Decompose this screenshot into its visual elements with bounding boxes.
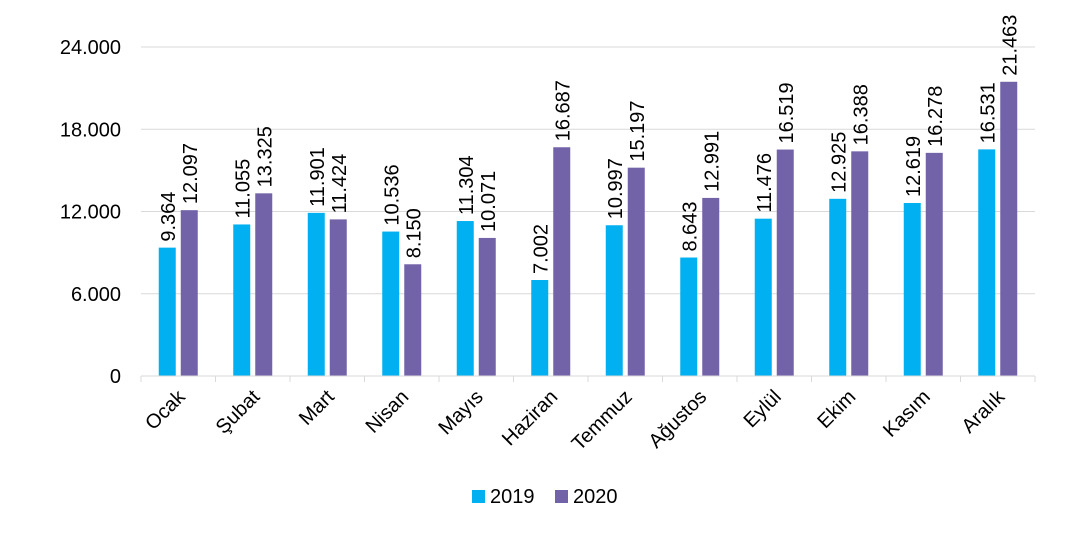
data-label-2020: 10.071 bbox=[478, 171, 500, 232]
legend-label-2020: 2020 bbox=[573, 486, 618, 508]
bar-2020 bbox=[553, 147, 571, 376]
y-tick-label: 24.000 bbox=[60, 37, 121, 59]
y-tick-label: 6.000 bbox=[71, 284, 121, 306]
legend: 2019 2020 bbox=[472, 486, 618, 508]
y-tick-label: 12.000 bbox=[60, 202, 121, 224]
x-axis-labels: Ocak Şubat Mart Nisan Mayıs Haziran Temmuz Ağus… bbox=[141, 385, 1010, 455]
data-label-2020: 16.519 bbox=[776, 82, 798, 143]
bar-2020 bbox=[702, 197, 720, 376]
data-label-2019: 11.476 bbox=[754, 153, 776, 213]
x-tick-label: Nisan bbox=[362, 386, 414, 438]
x-tick-label: Ekim bbox=[813, 386, 860, 433]
data-label-2020: 16.388 bbox=[851, 84, 873, 145]
bar-2019 bbox=[680, 257, 698, 376]
data-label-2019: 10.997 bbox=[605, 158, 627, 219]
data-label-2019: 9.364 bbox=[158, 192, 180, 242]
data-label-2019: 12.619 bbox=[903, 136, 925, 197]
bar-2020 bbox=[478, 237, 496, 376]
gridlines bbox=[141, 46, 1035, 295]
bar-2020 bbox=[180, 210, 198, 376]
data-label-2020: 8.150 bbox=[404, 208, 426, 258]
bar-2020 bbox=[851, 151, 869, 376]
data-label-2019: 11.304 bbox=[456, 155, 478, 215]
bar-2020 bbox=[627, 167, 645, 376]
x-tick-label: Haziran bbox=[498, 386, 562, 450]
data-label-2020: 16.687 bbox=[553, 80, 575, 141]
data-label-2019: 8.643 bbox=[680, 201, 702, 251]
data-label-2020: 13.325 bbox=[255, 126, 277, 187]
bar-2019 bbox=[158, 247, 176, 376]
data-label-2019: 11.901 bbox=[307, 147, 329, 207]
bar-2019 bbox=[978, 149, 996, 376]
bar-2019 bbox=[754, 218, 772, 376]
bar-2019 bbox=[903, 203, 921, 376]
bar-2019 bbox=[829, 198, 847, 376]
data-label-2020: 21.463 bbox=[1000, 15, 1022, 76]
data-label-2019: 16.531 bbox=[978, 82, 1000, 143]
data-label-2019: 10.536 bbox=[382, 164, 404, 225]
data-label-2020: 15.197 bbox=[627, 101, 649, 162]
legend-swatch-2019 bbox=[472, 490, 485, 503]
data-label-2019: 7.002 bbox=[531, 224, 553, 274]
bar-2019 bbox=[233, 224, 251, 376]
y-tick-label: 18.000 bbox=[60, 119, 121, 141]
legend-swatch-2020 bbox=[555, 490, 568, 503]
y-axis-ticks: 0 6.000 12.000 18.000 24.000 bbox=[60, 37, 121, 388]
x-tick-label: Aralık bbox=[958, 385, 1010, 437]
bar-2019 bbox=[307, 212, 325, 376]
data-label-2019: 11.055 bbox=[233, 159, 255, 219]
bar-2020 bbox=[329, 219, 347, 376]
x-axis bbox=[140, 375, 1036, 382]
data-label-2020: 12.097 bbox=[180, 143, 202, 204]
bar-2020 bbox=[925, 152, 943, 376]
x-tick-label: Mart bbox=[295, 386, 339, 430]
x-tick-label: Eylül bbox=[740, 386, 786, 432]
bar-2020 bbox=[404, 264, 422, 376]
bar-2020 bbox=[776, 149, 794, 376]
x-tick-label: Temmuz bbox=[568, 386, 637, 455]
bar-2020 bbox=[1000, 81, 1018, 376]
y-tick-label: 0 bbox=[110, 366, 121, 388]
x-tick-label: Ağustos bbox=[645, 386, 712, 453]
legend-label-2019: 2019 bbox=[490, 486, 535, 508]
data-label-2020: 12.991 bbox=[702, 131, 724, 192]
bar-2019 bbox=[605, 225, 623, 376]
bar-2020 bbox=[255, 193, 273, 376]
data-label-2020: 11.424 bbox=[329, 154, 351, 214]
data-label-2019: 12.925 bbox=[829, 132, 851, 193]
x-tick-label: Kasım bbox=[879, 386, 935, 442]
x-tick-label: Ocak bbox=[141, 385, 190, 434]
bar-2019 bbox=[456, 221, 474, 376]
x-tick-label: Mayıs bbox=[435, 386, 488, 439]
bar-2019 bbox=[382, 231, 400, 376]
data-label-2020: 16.278 bbox=[925, 86, 947, 147]
x-tick-label: Şubat bbox=[212, 386, 265, 439]
bars bbox=[158, 81, 1018, 376]
bar-2019 bbox=[531, 280, 549, 376]
